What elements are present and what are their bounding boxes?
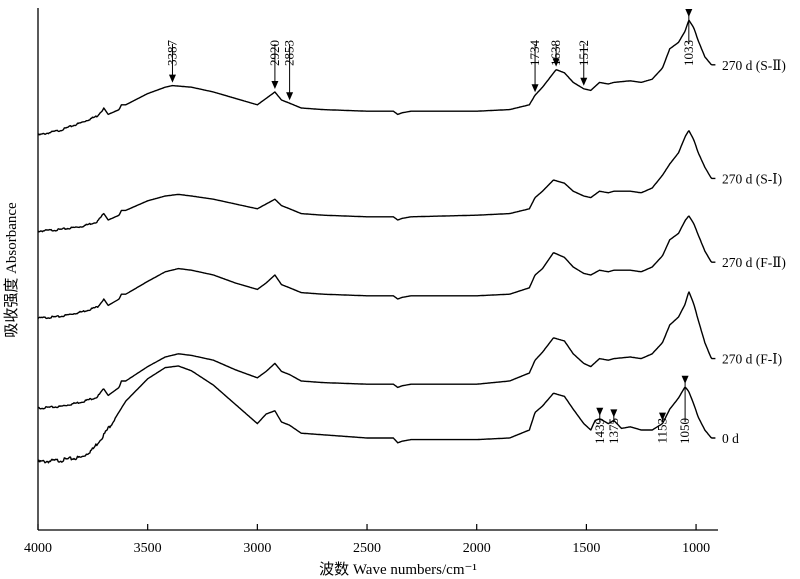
peak-annotation: 1153 xyxy=(655,412,670,444)
x-tick-label: 3500 xyxy=(134,541,162,556)
peak-annotation: 2853 xyxy=(282,40,297,101)
axes: 4000 3500 3000 2500 2000 1500 1000 xyxy=(24,8,718,556)
spectrum-line-4 xyxy=(37,365,716,464)
peak-label: 1375 xyxy=(606,418,621,444)
peak-annotation: 1033 xyxy=(681,9,696,66)
series-label: 270 d (F-Ⅰ) xyxy=(722,352,782,367)
x-tick-label: 1000 xyxy=(682,541,710,556)
annotation-arrow-head xyxy=(271,81,279,89)
spectrum-line-0 xyxy=(37,19,716,136)
peak-annotation: 3387 xyxy=(164,40,179,83)
annotation-arrow-head xyxy=(610,409,618,418)
annotation-arrow-head xyxy=(552,58,560,67)
spectra-lines xyxy=(37,19,716,464)
spectrum-line-1 xyxy=(37,130,716,233)
x-axis-title: 波数 Wave numbers/cm⁻¹ xyxy=(319,561,477,578)
peak-label: 1439 xyxy=(592,418,607,444)
x-tick-label: 3000 xyxy=(243,541,271,556)
series-label: 270 d (S-Ⅰ) xyxy=(722,171,782,186)
x-tick-label: 1500 xyxy=(572,541,600,556)
peak-annotation: 1050 xyxy=(677,375,692,444)
annotation-arrow-head xyxy=(681,375,689,384)
spectrum-line-3 xyxy=(37,291,716,410)
series-label: 270 d (S-Ⅱ) xyxy=(722,58,786,73)
peak-annotation: 1512 xyxy=(576,40,591,86)
annotation-arrow-head xyxy=(659,412,667,421)
x-tick-label: 2500 xyxy=(353,541,381,556)
peak-annotation: 1734 xyxy=(527,40,542,93)
peak-annotation: 1638 xyxy=(548,40,563,67)
series-label: 0 d xyxy=(722,431,739,446)
annotation-arrow-head xyxy=(168,74,176,83)
peak-label: 1153 xyxy=(655,418,670,444)
annotation-arrow-head xyxy=(286,92,294,101)
x-tick-label: 4000 xyxy=(24,541,52,556)
peak-label: 1033 xyxy=(681,40,696,66)
annotation-arrow-head xyxy=(580,77,588,86)
series-labels: 270 d (S-Ⅱ) 270 d (S-Ⅰ) 270 d (F-Ⅱ) 270 d (… xyxy=(722,58,786,446)
series-label: 270 d (F-Ⅱ) xyxy=(722,255,786,270)
spectrum-line-2 xyxy=(37,215,716,320)
annotation-arrow-head xyxy=(531,84,539,93)
y-axis-title: 吸收强度 Absorbance xyxy=(3,202,20,338)
annotation-arrow-head xyxy=(685,9,693,17)
peak-annotation: 1439 xyxy=(592,407,607,444)
x-tick-label: 2000 xyxy=(463,541,491,556)
peak-annotation: 1375 xyxy=(606,409,621,444)
annotation-arrow-head xyxy=(596,407,604,416)
peak-annotation: 2920 xyxy=(267,40,282,89)
peak-label: 1050 xyxy=(677,418,692,444)
